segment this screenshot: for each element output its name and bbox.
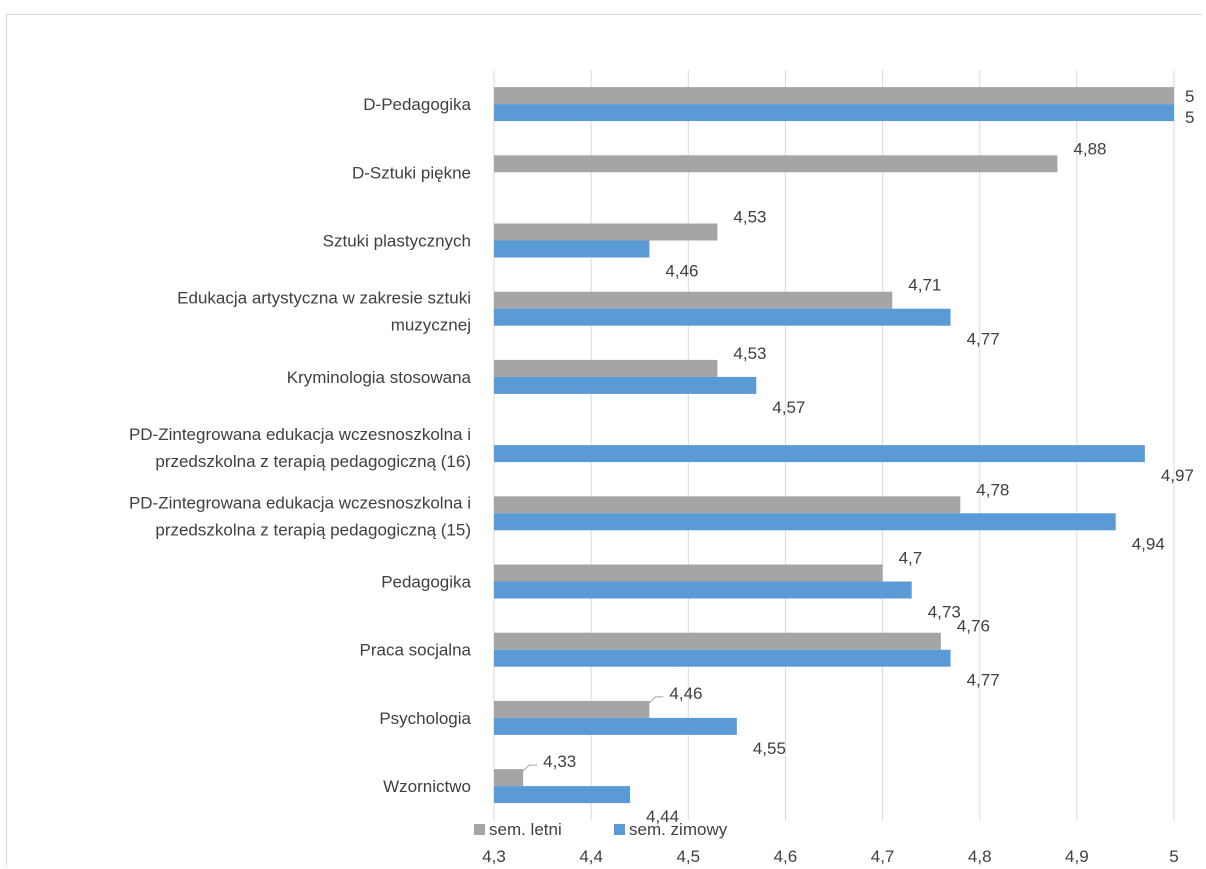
x-tick-label-7: 5 (1169, 847, 1178, 866)
data-label-zimowy-10: 4,44 (646, 807, 679, 826)
bar-zimowy-0 (494, 104, 1174, 122)
category-label-4: Kryminologia stosowana (287, 368, 472, 387)
x-tick-label-3: 4,6 (774, 847, 798, 866)
data-label-zimowy-7: 4,73 (928, 603, 961, 622)
data-label-letni-1: 4,88 (1073, 139, 1106, 158)
bar-letni-1 (494, 155, 1058, 173)
x-tick-label-0: 4,3 (482, 847, 506, 866)
category-label-7: Pedagogika (381, 573, 471, 592)
category-label-8: Praca socjalna (359, 641, 471, 660)
legend-label-0: sem. letni (489, 820, 562, 839)
bar-letni-2 (494, 223, 718, 241)
bar-letni-7 (494, 564, 883, 582)
x-tick-label-4: 4,7 (871, 847, 895, 866)
data-label-zimowy-4: 4,57 (772, 398, 805, 417)
category-label-9: Psychologia (379, 709, 471, 728)
legend-swatch-1 (614, 824, 625, 835)
bar-letni-4 (494, 359, 718, 377)
bar-zimowy-7 (494, 581, 912, 599)
data-label-letni-9: 4,46 (669, 684, 702, 703)
data-label-letni-3: 4,71 (908, 276, 941, 295)
category-label-3: Edukacja artystyczna w zakresie sztuki mu… (177, 289, 471, 335)
data-label-letni-4: 4,53 (733, 344, 766, 363)
x-tick-labels: 4,3 4,4 4,5 4,6 4,7 4,8 4,9 5 (482, 847, 1179, 866)
bar-zimowy-8 (494, 649, 951, 667)
x-tick-label-5: 4,8 (968, 847, 992, 866)
legend: sem. letni sem. zimowy (474, 820, 728, 839)
data-label-letni-6: 4,78 (976, 480, 1009, 499)
bar-letni-3 (494, 291, 893, 309)
category-label-5: PD-Zintegrowana edukacja wczesnoszkolna … (129, 425, 471, 471)
x-tick-label-2: 4,5 (676, 847, 700, 866)
bar-zimowy-3 (494, 308, 951, 326)
bar-letni-8 (494, 632, 941, 650)
category-label-10: Wzornictwo (383, 777, 471, 796)
data-label-zimowy-6: 4,94 (1132, 534, 1165, 553)
category-label-2: Sztuki plastycznych (323, 232, 471, 251)
data-label-zimowy-9: 4,55 (753, 739, 786, 758)
category-label-0: D-Pedagogika (363, 95, 471, 114)
data-label-letni-2: 4,53 (733, 208, 766, 227)
leader-line-10 (522, 764, 538, 772)
bar-letni-10 (494, 769, 524, 787)
category-labels: D-Pedagogika D-Sztuki piękne Sztuki plasty… (129, 95, 472, 796)
bar-zimowy-6 (494, 513, 1116, 531)
data-label-letni-8: 4,76 (957, 617, 990, 636)
leader-line-9 (649, 696, 664, 704)
bar-zimowy-9 (494, 717, 737, 735)
bar-zimowy-10 (494, 786, 630, 804)
data-labels: 5 5 4,88 4,53 4,46 4,71 4,77 4,53 4,57 4,97 4,78 4,… (522, 87, 1194, 826)
data-label-letni-0: 5 (1185, 87, 1194, 106)
bars (494, 87, 1174, 804)
data-label-zimowy-5: 4,97 (1161, 466, 1194, 485)
data-label-zimowy-2: 4,46 (665, 262, 698, 281)
data-label-zimowy-3: 4,77 (967, 330, 1000, 349)
bar-zimowy-2 (494, 240, 650, 258)
x-tick-label-1: 4,4 (579, 847, 603, 866)
bar-letni-6 (494, 496, 961, 514)
bar-letni-9 (494, 700, 650, 718)
category-label-1: D-Sztuki piękne (352, 163, 471, 182)
data-label-zimowy-8: 4,77 (967, 671, 1000, 690)
legend-label-1: sem. zimowy (629, 820, 728, 839)
category-label-6: PD-Zintegrowana edukacja wczesnoszkolna … (129, 493, 471, 539)
data-label-letni-10: 4,33 (543, 752, 576, 771)
bar-zimowy-4 (494, 376, 757, 394)
x-tick-label-6: 4,9 (1065, 847, 1089, 866)
data-label-zimowy-0: 5 (1185, 108, 1194, 127)
bar-letni-0 (494, 87, 1174, 105)
data-label-letni-7: 4,7 (899, 549, 923, 568)
bar-zimowy-5 (494, 445, 1145, 463)
legend-swatch-0 (474, 824, 485, 835)
